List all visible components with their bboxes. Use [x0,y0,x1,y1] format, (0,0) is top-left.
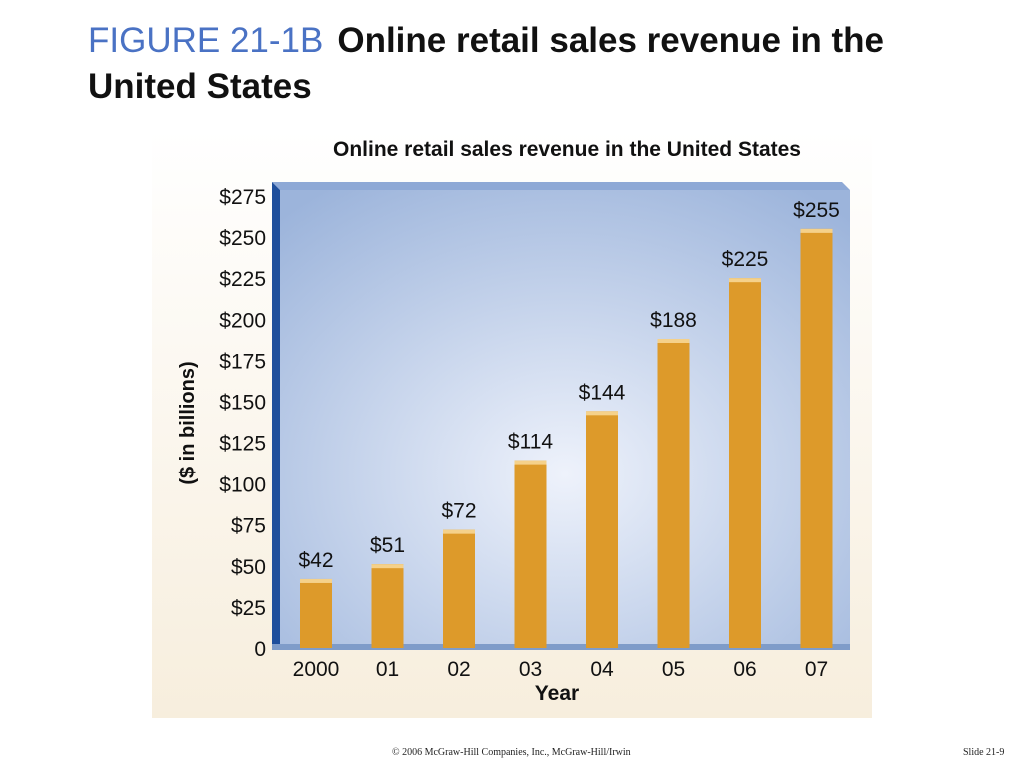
x-tick-label: 07 [805,658,828,681]
y-tick-label: $100 [219,474,266,497]
bar [371,564,404,648]
y-axis-label: ($ in billions) [177,361,199,484]
slide-title-text: Online retail sales revenue in the Unite… [88,21,884,106]
plot-floor [272,644,850,650]
bar-top-highlight [443,529,475,534]
bar [657,338,690,648]
bar-top-highlight [514,460,547,465]
bar-top-highlight [586,411,618,416]
y-tick-label: $225 [219,268,266,291]
bar-value-label: $51 [370,534,405,557]
y-tick-label: $175 [219,350,266,373]
bar-top-highlight [800,228,833,233]
y-tick-label: $250 [219,227,266,250]
bars [300,228,833,648]
bar [300,578,332,648]
bar-top-highlight [657,338,690,343]
y-tick-label: 0 [254,638,266,661]
bar-value-label: $255 [793,199,840,222]
bar [586,411,618,648]
bar-value-label: $72 [441,500,476,523]
x-tick-label: 2000 [293,658,340,681]
bar-value-label: $144 [579,381,626,404]
y-tick-label: $275 [219,186,266,209]
x-tick-labels: 2000 01 02 03 04 05 06 07 [293,658,829,681]
x-tick-label: 02 [447,658,470,681]
x-tick-label: 03 [519,658,542,681]
figure-label: FIGURE 21-1B [88,21,324,60]
x-axis-label: Year [535,682,579,705]
bar [514,460,547,648]
y-tick-label: $50 [231,556,266,579]
y-tick-label: $200 [219,309,266,332]
x-tick-label: 05 [662,658,685,681]
y-tick-labels: 0 $25 $50 $75 $100 $125 $150 $175 $200 $225 $250 $2… [219,186,266,661]
y-tick-label: $125 [219,433,266,456]
bar-value-label: $42 [298,549,333,572]
bar-value-label: $188 [650,309,697,332]
bar-chart: Online retail sales revenue in the Unite… [152,130,872,718]
y-tick-label: $150 [219,391,266,414]
value-labels: $42 $51 $72 $114 $144 $188 $225 $255 [298,199,839,572]
x-tick-label: 06 [733,658,756,681]
bar [800,228,833,648]
bar [729,278,761,648]
y-tick-label: $25 [231,597,266,620]
bar-top-highlight [300,578,332,583]
y-tick-label: $75 [231,515,266,538]
chart-title: Online retail sales revenue in the Unite… [333,138,801,161]
x-tick-label: 04 [590,658,614,681]
bar-top-highlight [729,278,761,283]
copyright-notice: © 2006 McGraw-Hill Companies, Inc., McGr… [392,747,631,758]
bar-value-label: $114 [508,431,553,454]
bar [443,529,475,648]
y-axis-wall [272,182,280,648]
x-tick-label: 01 [376,658,399,681]
bar-value-label: $225 [722,248,769,271]
bar-top-highlight [371,564,404,569]
slide-number: Slide 21-9 [963,747,1005,758]
plot-top-edge [272,182,850,190]
slide-title: FIGURE 21-1B Online retail sales revenue … [88,18,988,110]
